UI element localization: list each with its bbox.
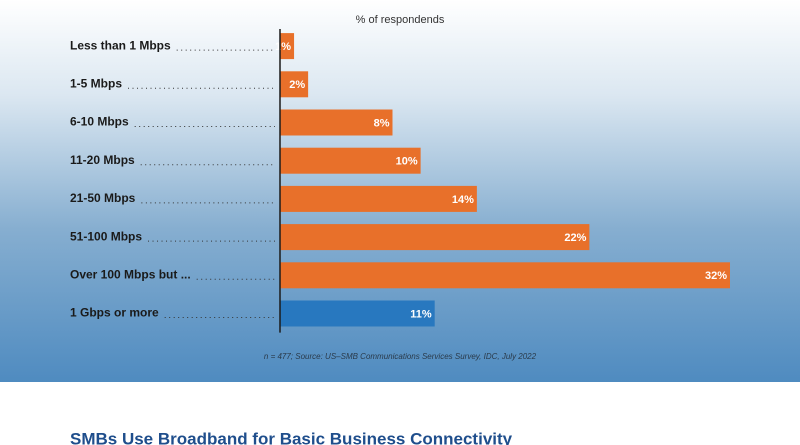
- category-label: 1-5 Mbps: [70, 76, 122, 90]
- category-label: 21-50 Mbps: [70, 191, 136, 205]
- bar: [280, 300, 435, 327]
- bar: [280, 224, 590, 251]
- category-label: Less than 1 Mbps: [70, 38, 171, 52]
- category-label: 6-10 Mbps: [70, 115, 129, 129]
- bar: [280, 71, 309, 98]
- bar: [280, 185, 477, 212]
- category-label: 1 Gbps or more: [70, 306, 159, 320]
- value-label: 14%: [452, 194, 474, 206]
- bar: [280, 262, 730, 289]
- bar: [280, 109, 393, 136]
- section-heading: SMBs Use Broadband for Basic Business Co…: [70, 429, 513, 445]
- value-label: 22%: [564, 232, 586, 244]
- value-label: 11%: [410, 308, 432, 320]
- value-label: 32%: [705, 270, 727, 282]
- category-label: 51-100 Mbps: [70, 229, 142, 243]
- source-note: n = 477; Source: US–SMB Communications S…: [264, 352, 537, 361]
- value-label: 2%: [289, 79, 305, 91]
- bar: [280, 147, 421, 174]
- bar: [280, 33, 295, 60]
- category-label: 11-20 Mbps: [70, 153, 135, 167]
- value-label: 10%: [396, 156, 418, 168]
- value-label: 1%: [275, 41, 291, 53]
- category-label: Over 100 Mbps but ...: [70, 267, 191, 281]
- chart-title: % of respondends: [356, 14, 445, 26]
- value-label: 8%: [374, 117, 390, 129]
